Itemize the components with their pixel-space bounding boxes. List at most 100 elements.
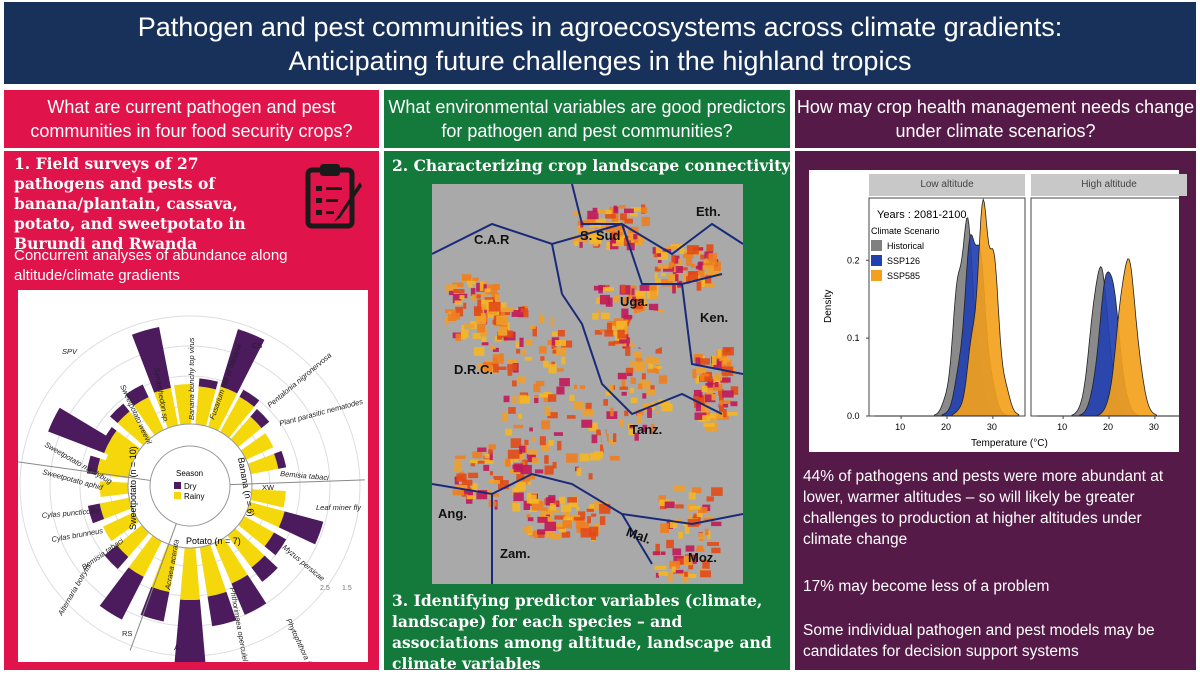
crop-patch	[529, 325, 536, 329]
rainy-bar-5	[174, 384, 192, 425]
crop-patch	[554, 501, 559, 505]
crop-patch	[529, 427, 533, 432]
question-3: How may crop health management needs cha…	[795, 90, 1196, 146]
crop-patch	[696, 281, 702, 291]
question-1: What are current pathogen and pest commu…	[4, 90, 379, 146]
crop-patch	[660, 272, 667, 277]
crop-patch	[707, 379, 714, 386]
crop-patch	[505, 428, 513, 436]
crop-patch	[520, 464, 532, 475]
crop-patch	[536, 531, 545, 538]
crop-patch	[716, 349, 727, 360]
crop-patch	[492, 347, 499, 352]
crop-patch	[635, 357, 643, 362]
country-border-2	[621, 223, 723, 285]
crop-patch	[557, 368, 564, 372]
column-landscape: What environmental variables are good pr…	[384, 90, 790, 673]
crop-patch	[645, 356, 654, 364]
crop-patch	[704, 393, 716, 403]
species-label-spv: SPV	[62, 347, 78, 356]
crop-patch	[559, 378, 570, 387]
tick-label-a: 1.5	[342, 585, 352, 592]
crop-patch	[706, 516, 713, 520]
crop-patch	[557, 440, 562, 451]
crop-patch	[672, 283, 676, 294]
rainy-bar-11	[247, 453, 279, 475]
crop-patch	[471, 294, 477, 301]
crop-patch	[485, 284, 498, 295]
dry-bar-11	[274, 450, 287, 469]
rainy-bar-16	[214, 537, 248, 584]
crop-patch	[711, 394, 716, 401]
crop-patch	[638, 236, 646, 241]
dry-bar-26	[48, 407, 112, 454]
crop-patch	[633, 351, 642, 358]
crop-patch	[713, 374, 723, 381]
crop-patch	[597, 309, 601, 317]
crop-patch	[484, 288, 491, 293]
crop-patch	[543, 397, 550, 403]
crop-patch	[550, 533, 561, 540]
crop-patch	[539, 436, 546, 446]
crop-patch	[606, 241, 610, 251]
crop-patch	[702, 265, 714, 270]
legend-swatch-rainy	[174, 492, 181, 499]
crop-patch	[647, 408, 652, 418]
crop-patch	[468, 472, 479, 479]
crop-patch	[532, 501, 544, 511]
crop-patch	[525, 474, 536, 480]
crop-patch	[445, 309, 456, 313]
crop-patch	[696, 510, 703, 518]
crop-patch	[633, 234, 638, 240]
crop-patch	[589, 237, 602, 245]
crop-patch	[555, 340, 566, 347]
lake-victoria	[628, 310, 672, 350]
crop-patch	[474, 308, 481, 313]
crop-patch	[687, 271, 698, 281]
crop-patch	[592, 312, 599, 320]
crop-patch	[454, 468, 462, 473]
rainy-bar-19	[151, 543, 179, 593]
crop-patch	[554, 515, 566, 520]
facet-low-altitude: Low altitude	[869, 174, 1025, 196]
dry-bar-14	[264, 532, 287, 556]
crop-patch	[718, 395, 724, 402]
crop-patch	[658, 399, 670, 407]
species-label-bemisia1: Bemisia tabaci	[280, 469, 330, 482]
crop-patch	[714, 382, 719, 388]
crop-patch	[612, 237, 624, 247]
crop-patch	[661, 279, 673, 287]
crop-patch	[619, 419, 624, 427]
crop-patch	[505, 458, 511, 467]
xtick-0-2: 30	[987, 422, 997, 432]
crop-patch	[516, 348, 521, 354]
crop-patch	[658, 571, 669, 576]
crop-patch	[639, 285, 650, 291]
crop-patch	[587, 210, 599, 220]
crop-patch	[589, 526, 599, 537]
crop-patch	[723, 360, 727, 365]
crop-patch	[605, 214, 616, 219]
crop-patch	[703, 422, 715, 427]
sector-divider-0	[16, 461, 151, 481]
crop-patch	[636, 409, 644, 416]
crop-patch	[610, 238, 615, 243]
tick-label-b: 2.5	[320, 585, 330, 592]
crop-patch	[607, 321, 612, 325]
crop-patch	[695, 375, 699, 384]
crop-patch	[510, 438, 522, 448]
crop-patch	[541, 443, 550, 452]
crop-patch	[698, 532, 705, 540]
rainy-bar-9	[230, 416, 262, 447]
crop-patch	[481, 336, 487, 343]
crop-patch	[611, 231, 623, 241]
crop-patch	[707, 542, 720, 546]
species-label-rs: RS	[122, 629, 132, 638]
crop-patch	[515, 481, 526, 492]
crop-patch	[704, 376, 713, 382]
crop-patch	[579, 241, 583, 248]
crop-patch	[592, 207, 598, 212]
xtick-1-1: 20	[1103, 422, 1113, 432]
crop-patch	[661, 403, 673, 412]
crop-patch	[577, 227, 585, 233]
